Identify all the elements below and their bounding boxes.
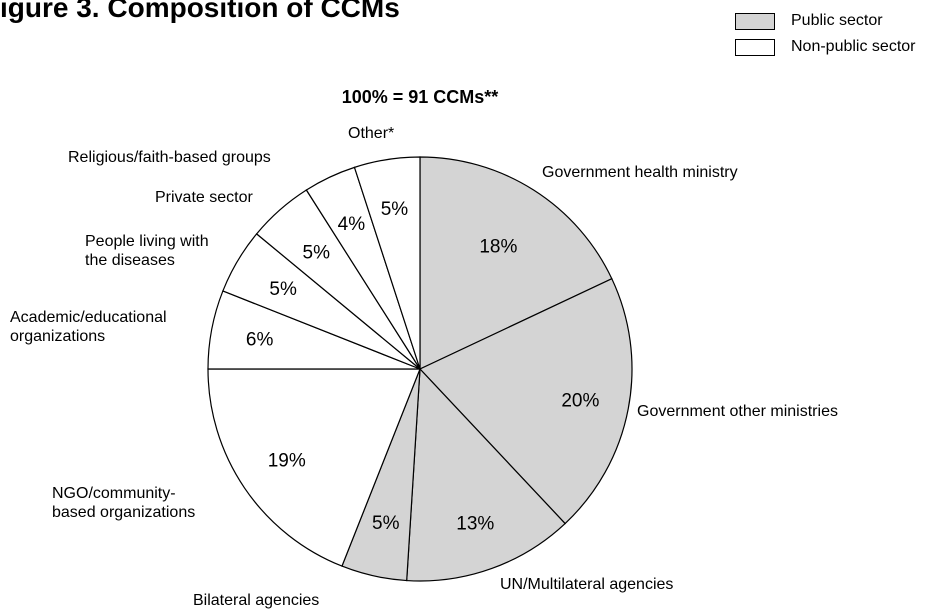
pie-category-label-academic-educational-organizations: Academic/educational organizations bbox=[10, 309, 167, 345]
pie-category-label-un-multilateral-agencies: UN/Multilateral agencies bbox=[500, 576, 673, 593]
pie-value-label-people-living-with-the-diseases: 5% bbox=[269, 279, 297, 300]
pie-category-label-government-health-ministry: Government health ministry bbox=[542, 164, 738, 181]
pie-value-label-academic-educational-organizations: 6% bbox=[246, 329, 274, 350]
pie-value-label-government-health-ministry: 18% bbox=[479, 236, 517, 257]
pie-category-label-government-other-ministries: Government other ministries bbox=[637, 403, 838, 420]
pie-value-label-religious-faith-based-groups: 4% bbox=[338, 214, 366, 235]
page-title: igure 3. Composition of CCMs bbox=[0, 0, 400, 23]
pie-slice-other bbox=[353, 156, 421, 370]
pie-value-label-bilateral-agencies: 5% bbox=[372, 513, 400, 534]
pie-value-label-private-sector: 5% bbox=[303, 242, 331, 263]
pie-category-label-ngo-community-based-organizations: NGO/community-based organizations bbox=[52, 485, 195, 521]
pie-value-label-government-other-ministries: 20% bbox=[561, 391, 599, 412]
legend-item-non-public: Non-public sector bbox=[735, 34, 916, 60]
legend-swatch-public bbox=[735, 12, 775, 30]
pie-category-label-private-sector: Private sector bbox=[155, 189, 253, 206]
pie-category-label-religious-faith-based-groups: Religious/faith-based groups bbox=[68, 149, 271, 166]
pie-category-label-other: Other* bbox=[348, 125, 394, 142]
pie-slice-government-health-ministry bbox=[419, 156, 613, 370]
legend: Public sector Non-public sector bbox=[735, 8, 916, 60]
pie-value-label-un-multilateral-agencies: 13% bbox=[456, 514, 494, 535]
pie-category-label-bilateral-agencies: Bilateral agencies bbox=[193, 592, 319, 609]
pie-slice-un-multilateral-agencies bbox=[406, 367, 566, 582]
pie-value-label-other: 5% bbox=[381, 199, 409, 220]
pie-value-label-ngo-community-based-organizations: 19% bbox=[268, 451, 306, 472]
pie-slice-government-other-ministries bbox=[418, 277, 633, 525]
pie-slice-ngo-community-based-organizations bbox=[207, 368, 421, 567]
legend-label-non-public: Non-public sector bbox=[791, 38, 916, 55]
pie-category-label-people-living-with-the-diseases: People living with the diseases bbox=[85, 233, 209, 269]
legend-label-public: Public sector bbox=[791, 12, 883, 29]
legend-swatch-non-public bbox=[735, 38, 775, 56]
chart-title: 100% = 91 CCMs** bbox=[342, 87, 499, 107]
legend-item-public: Public sector bbox=[735, 8, 916, 34]
